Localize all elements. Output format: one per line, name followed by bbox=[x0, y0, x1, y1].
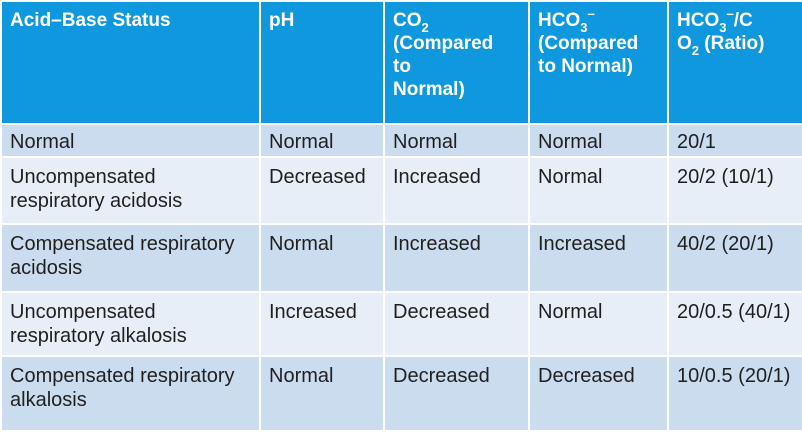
table-row: Normal Normal Normal Normal 20/1 bbox=[0, 123, 802, 158]
table-row: Compensated respiratory alkalosis Normal… bbox=[0, 355, 802, 432]
cell-ph: Normal bbox=[259, 123, 385, 158]
cell-hco3: Normal bbox=[528, 123, 669, 158]
header-row: Acid–Base Status pH CO2 (Compared to Nor… bbox=[0, 0, 802, 125]
cell-status: Uncompensated respiratory acidosis bbox=[0, 156, 261, 225]
cell-co2: Decreased bbox=[383, 291, 530, 357]
cell-ph: Normal bbox=[259, 223, 385, 293]
cell-ratio: 10/0.5 (20/1) bbox=[667, 355, 802, 432]
cell-co2: Increased bbox=[383, 156, 530, 225]
cell-ph: Increased bbox=[259, 291, 385, 357]
cell-hco3: Normal bbox=[528, 156, 669, 225]
cell-hco3: Increased bbox=[528, 223, 669, 293]
table-row: Uncompensated respiratory acidosis Decre… bbox=[0, 156, 802, 225]
header-hco3: HCO3– (Compared to Normal) bbox=[528, 0, 669, 125]
cell-co2: Normal bbox=[383, 123, 530, 158]
cell-ratio: 20/2 (10/1) bbox=[667, 156, 802, 225]
cell-ph: Decreased bbox=[259, 156, 385, 225]
cell-hco3: Decreased bbox=[528, 355, 669, 432]
cell-ratio: 40/2 (20/1) bbox=[667, 223, 802, 293]
cell-hco3: Normal bbox=[528, 291, 669, 357]
cell-ratio: 20/1 bbox=[667, 123, 802, 158]
cell-co2: Increased bbox=[383, 223, 530, 293]
cell-status: Compensated respiratory alkalosis bbox=[0, 355, 261, 432]
cell-status: Normal bbox=[0, 123, 261, 158]
header-status: Acid–Base Status bbox=[0, 0, 261, 125]
table-row: Compensated respiratory acidosis Normal … bbox=[0, 223, 802, 293]
cell-ph: Normal bbox=[259, 355, 385, 432]
table-row: Uncompensated respiratory alkalosis Incr… bbox=[0, 291, 802, 357]
cell-ratio: 20/0.5 (40/1) bbox=[667, 291, 802, 357]
cell-co2: Decreased bbox=[383, 355, 530, 432]
cell-status: Compensated respiratory acidosis bbox=[0, 223, 261, 293]
header-ph: pH bbox=[259, 0, 385, 125]
header-co2: CO2 (Compared to Normal) bbox=[383, 0, 530, 125]
cell-status: Uncompensated respiratory alkalosis bbox=[0, 291, 261, 357]
header-ratio: HCO3–/C O2 (Ratio) bbox=[667, 0, 802, 125]
